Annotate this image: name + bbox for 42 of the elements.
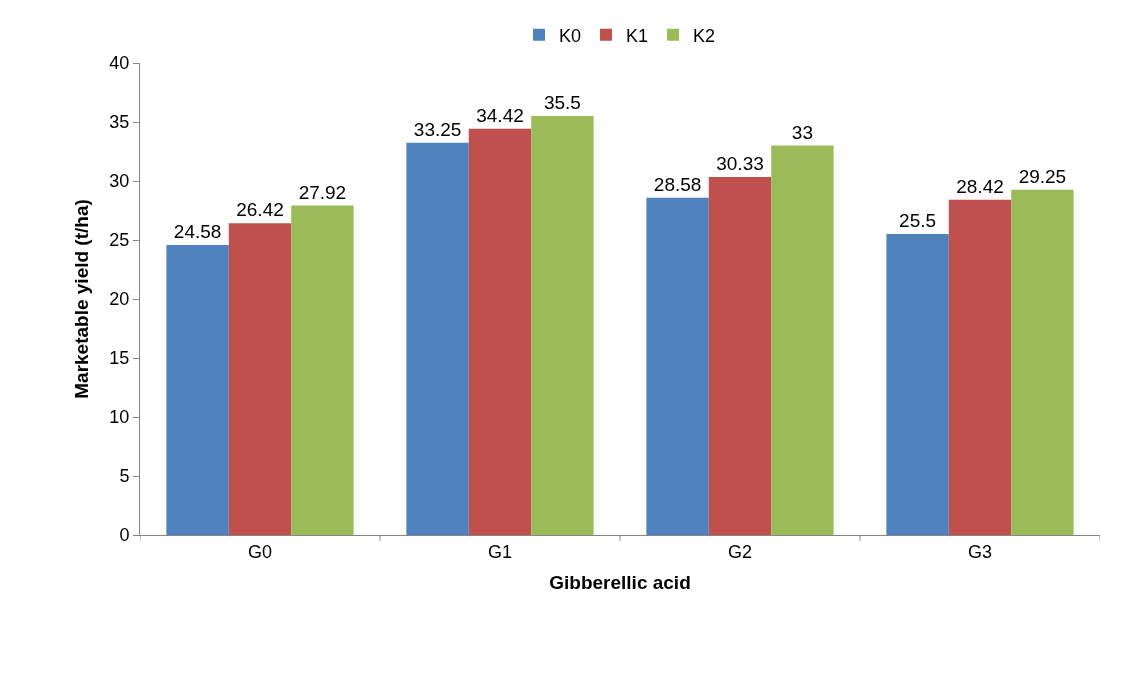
bar <box>771 145 834 535</box>
y-tick-label: 35 <box>109 112 130 133</box>
bar <box>708 177 772 535</box>
y-tick-label: 40 <box>109 53 130 74</box>
x-tick-label: G0 <box>247 541 273 562</box>
x-tick-label: G1 <box>487 541 513 562</box>
bar <box>646 197 709 535</box>
y-tick-label: 30 <box>109 171 130 192</box>
y-tick-label: 5 <box>119 466 130 487</box>
y-tick-label: 0 <box>119 525 130 546</box>
x-axis-title: Gibberellic acid <box>549 572 691 594</box>
legend-label: K2 <box>693 25 716 46</box>
bar <box>886 234 949 535</box>
data-label: 35.5 <box>543 92 581 114</box>
data-label: 28.42 <box>956 175 1004 197</box>
data-label: 26.42 <box>236 199 284 221</box>
data-label: 33.25 <box>413 118 462 140</box>
data-label: 33 <box>791 121 813 143</box>
bar <box>228 223 292 535</box>
bar <box>468 128 532 535</box>
legend-label: K1 <box>626 25 649 46</box>
y-tick-label: 10 <box>109 407 130 428</box>
bar <box>531 116 594 535</box>
y-axis-title: Marketable yield (t/ha) <box>71 199 93 399</box>
x-tick-label: G3 <box>967 541 993 562</box>
data-label: 29.25 <box>1018 165 1067 187</box>
bar <box>406 142 469 535</box>
data-label: 24.58 <box>173 220 222 242</box>
data-label: 27.92 <box>298 181 347 203</box>
bar <box>948 199 1012 535</box>
data-label: 34.42 <box>476 104 524 126</box>
bar <box>291 205 354 535</box>
data-label: 28.58 <box>653 173 702 195</box>
y-tick-label: 20 <box>109 289 130 310</box>
data-label: 30.33 <box>716 153 764 175</box>
y-tick-label: 25 <box>109 230 130 251</box>
y-tick-label: 15 <box>109 348 130 369</box>
x-tick-label: G2 <box>727 541 753 562</box>
bar <box>1011 189 1074 535</box>
bar <box>166 244 229 535</box>
data-label: 25.5 <box>899 210 937 232</box>
legend-label: K0 <box>559 25 582 46</box>
